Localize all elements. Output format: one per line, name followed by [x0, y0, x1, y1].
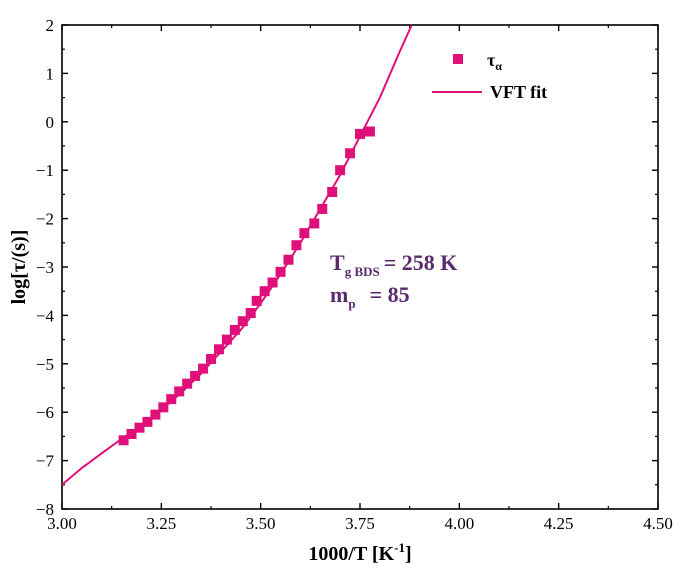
legend-marker-tau-alpha	[453, 54, 463, 64]
tau-alpha-point	[221, 334, 232, 345]
y-tick-label: −8	[36, 500, 54, 519]
y-tick-label: 2	[46, 16, 55, 35]
tau-alpha-point	[174, 386, 185, 397]
x-tick-label: 3.00	[47, 514, 77, 533]
tau-alpha-point	[327, 186, 338, 197]
x-tick-label: 4.50	[643, 514, 673, 533]
x-tick-label: 4.25	[544, 514, 574, 533]
y-tick-label: −1	[36, 161, 54, 180]
tau-alpha-point	[317, 203, 328, 214]
annotation-mp: mp = 85	[330, 282, 410, 311]
tau-alpha-point	[299, 228, 310, 239]
legend-label-vft-fit: VFT fit	[490, 82, 547, 102]
annotation: Tg BDS = 258 K mp = 85	[330, 250, 457, 311]
x-axis-title: 1000/T [K-1]	[308, 540, 411, 565]
tau-alpha-point	[275, 266, 286, 277]
tau-alpha-point	[158, 402, 169, 413]
tau-alpha-point	[150, 409, 161, 420]
legend-label-tau-alpha: τα	[487, 50, 502, 73]
y-tick-label: 1	[46, 64, 55, 83]
axis-ticks	[61, 24, 659, 510]
tau-alpha-point	[198, 363, 209, 374]
y-tick-labels: 2 1 0 −1 −2 −3 −4 −5 −6 −7 −8	[36, 16, 55, 519]
tau-alpha-point	[118, 435, 129, 446]
x-tick-label: 3.75	[345, 514, 375, 533]
plot-area	[61, 24, 659, 510]
x-tick-label: 4.00	[444, 514, 474, 533]
tau-alpha-point	[206, 353, 216, 364]
tau-alpha-point	[245, 307, 256, 318]
y-tick-label: −5	[36, 355, 54, 374]
tau-alpha-point	[267, 277, 278, 288]
tau-alpha-point	[259, 286, 270, 297]
tau-alpha-point	[166, 394, 177, 405]
tau-alpha-series	[118, 126, 375, 446]
y-tick-label: 0	[46, 113, 55, 132]
tau-alpha-point	[364, 126, 375, 137]
tau-alpha-point	[335, 165, 346, 176]
tau-alpha-point	[134, 422, 145, 433]
annotation-tg: Tg BDS = 258 K	[330, 250, 457, 279]
tau-alpha-point	[182, 378, 193, 389]
tau-alpha-point	[213, 344, 224, 355]
y-tick-label: −7	[36, 452, 55, 471]
tau-alpha-point	[309, 218, 320, 229]
y-tick-label: −6	[36, 403, 54, 422]
tau-alpha-point	[345, 148, 356, 159]
y-tick-label: −3	[36, 258, 54, 277]
tau-alpha-point	[355, 128, 365, 139]
x-tick-label: 3.25	[146, 514, 176, 533]
tau-alpha-point	[229, 324, 240, 335]
tau-alpha-point	[251, 295, 262, 306]
x-tick-label: 3.50	[246, 514, 276, 533]
tau-alpha-point	[142, 416, 153, 427]
y-tick-label: −4	[36, 306, 55, 325]
y-tick-label: −2	[36, 210, 54, 229]
legend: τα VFT fit	[432, 50, 547, 102]
tau-alpha-point	[291, 240, 302, 251]
tau-alpha-point	[283, 254, 294, 265]
tau-alpha-point	[237, 316, 248, 327]
y-axis-title: log[τ/(s)]	[8, 230, 30, 305]
tau-alpha-point	[190, 370, 201, 381]
tau-alpha-point	[126, 428, 137, 439]
x-tick-labels: 3.00 3.25 3.50 3.75 4.00 4.25 4.50	[47, 514, 673, 533]
